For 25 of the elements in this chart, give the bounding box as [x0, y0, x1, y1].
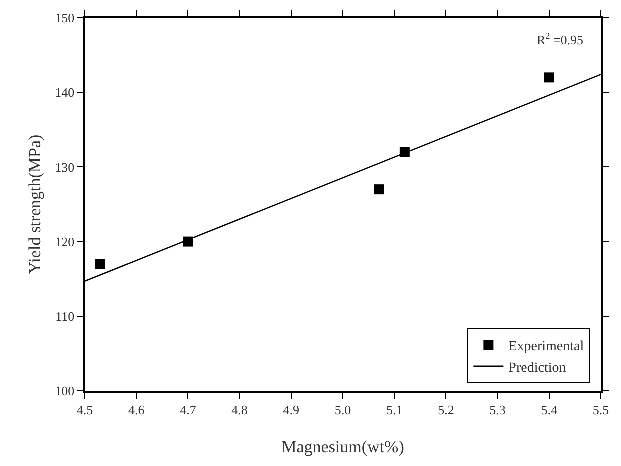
x-axis-title: Magnesium(wt%) [282, 438, 404, 456]
y-axis-title: Yield strength(MPa) [26, 134, 44, 274]
y-tick-label: 130 [55, 160, 75, 175]
legend-label: Experimental [508, 340, 584, 355]
x-tick-label: 5.2 [438, 402, 454, 418]
x-tick-label: 4.9 [283, 402, 300, 418]
x-tick-label: 5.0 [334, 402, 352, 418]
x-tick-label: 5.3 [490, 402, 506, 418]
x-tick-label: 4.5 [76, 402, 94, 418]
x-tick-label: 5.1 [386, 402, 403, 418]
x-tick-label: 4.7 [180, 402, 197, 418]
y-tick-label: 150 [55, 10, 75, 26]
point [374, 184, 384, 195]
x-tick-label: 4.6 [128, 402, 146, 418]
x-tick-label: 5.5 [592, 402, 610, 418]
point [544, 72, 554, 83]
y-tick-label: 140 [55, 85, 75, 100]
legend-label: Prediction [508, 360, 566, 376]
annotation: R$^{2}$ =0.95 [537, 31, 584, 48]
x-tick-label: 4.8 [232, 402, 248, 418]
y-tick-label: 100 [55, 384, 75, 399]
point [95, 259, 106, 270]
y-tick-label: 120 [55, 234, 75, 250]
x-tick-label: 5.4 [541, 402, 558, 418]
y-tick-label: 110 [56, 308, 75, 324]
